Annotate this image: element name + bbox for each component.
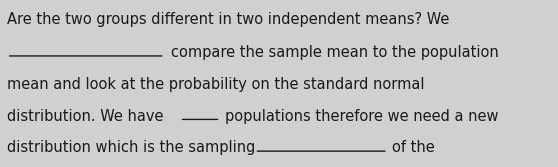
Text: mean and look at the probability on the standard normal: mean and look at the probability on the … xyxy=(7,77,424,92)
Text: Are the two groups different in two independent means? We: Are the two groups different in two inde… xyxy=(7,12,449,27)
Text: distribution. We have: distribution. We have xyxy=(7,109,163,124)
Text: distribution which is the sampling: distribution which is the sampling xyxy=(7,140,255,155)
Text: compare the sample mean to the population: compare the sample mean to the populatio… xyxy=(171,45,499,60)
Text: populations therefore we need a new: populations therefore we need a new xyxy=(225,109,498,124)
Text: of the: of the xyxy=(392,140,435,155)
